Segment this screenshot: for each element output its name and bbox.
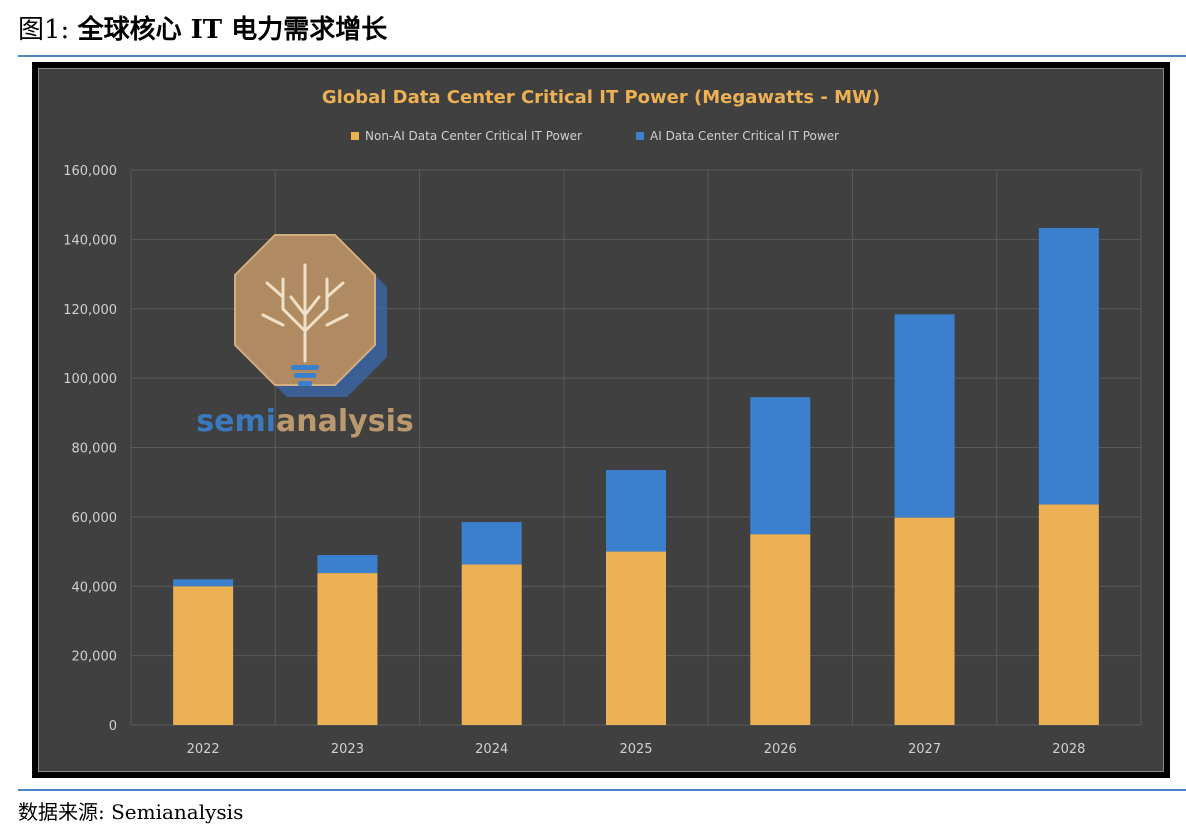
watermark-text: semianalysis (196, 404, 413, 439)
x-tick-label: 2027 (908, 742, 941, 757)
x-tick-label: 2026 (764, 742, 797, 757)
bar-ai-2026 (750, 397, 811, 535)
chart-area: Global Data Center Critical IT Power (Me… (38, 68, 1164, 772)
legend-label-ai: AI Data Center Critical IT Power (650, 129, 839, 143)
x-tick-label: 2028 (1052, 742, 1085, 757)
bar-ai-2022 (173, 579, 234, 587)
x-tick-label: 2023 (331, 742, 364, 757)
chart-title: Global Data Center Critical IT Power (Me… (322, 87, 880, 108)
y-tick-label: 120,000 (63, 303, 117, 318)
y-axis-ticks: 0 20,000 40,000 60,000 80,000 100,000 120,000 1… (63, 164, 117, 734)
circuit-tree-icon (261, 263, 349, 363)
semianalysis-watermark: semianalysis (196, 234, 414, 439)
legend-swatch-non-ai (351, 132, 359, 140)
bar-non-ai-2022 (173, 586, 234, 725)
y-tick-label: 140,000 (63, 233, 117, 248)
legend: Non-AI Data Center Critical IT Power AI … (351, 129, 839, 143)
bar-non-ai-2026 (750, 534, 811, 725)
watermark-text-semi: semi (196, 404, 276, 439)
stacked-bar-chart: Global Data Center Critical IT Power (Me… (63, 87, 1142, 757)
legend-label-non-ai: Non-AI Data Center Critical IT Power (365, 129, 582, 143)
watermark-text-analysis: analysis (276, 404, 414, 439)
figure-title: 全球核心 IT 电力需求增长 (77, 15, 388, 45)
figure-number: 图1: (18, 15, 70, 45)
y-tick-label: 40,000 (72, 580, 118, 595)
bar-non-ai-2023 (317, 573, 378, 725)
bulb-base-icon (291, 365, 319, 386)
chart-frame: Global Data Center Critical IT Power (Me… (32, 62, 1170, 778)
bar-non-ai-2025 (606, 551, 666, 725)
bar-non-ai-2024 (461, 564, 522, 725)
y-tick-label: 20,000 (72, 650, 118, 665)
bar-ai-2025 (606, 470, 666, 552)
source-note: 数据来源: Semianalysis (18, 800, 244, 824)
bar-non-ai-2028 (1038, 504, 1099, 725)
x-tick-label: 2025 (619, 742, 652, 757)
caption-divider (18, 55, 1186, 57)
bars (173, 227, 1099, 725)
figure-caption: 图1: 全球核心 IT 电力需求增长 (18, 10, 387, 50)
x-tick-label: 2024 (475, 742, 508, 757)
x-tick-label: 2022 (187, 742, 220, 757)
bar-ai-2023 (317, 555, 378, 574)
x-axis-ticks: 2022 2023 2024 2025 2026 2027 2028 (187, 742, 1086, 757)
source-divider (18, 789, 1186, 791)
legend-swatch-ai (636, 132, 644, 140)
y-tick-label: 60,000 (72, 511, 118, 526)
bar-ai-2028 (1038, 227, 1099, 505)
bar-ai-2024 (461, 522, 522, 565)
y-tick-label: 80,000 (72, 442, 118, 457)
y-tick-label: 100,000 (63, 372, 117, 387)
bar-non-ai-2027 (894, 517, 955, 725)
y-tick-label: 160,000 (63, 164, 117, 179)
y-tick-label: 0 (109, 719, 117, 734)
bar-ai-2027 (894, 314, 955, 518)
